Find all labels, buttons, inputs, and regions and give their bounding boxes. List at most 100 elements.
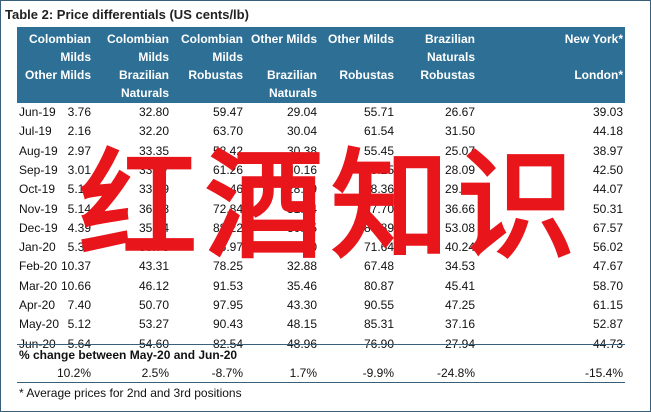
table-cell: 61.54: [363, 124, 394, 139]
table-cell: 35.46: [286, 278, 317, 293]
table-cell: 28.89: [286, 182, 317, 197]
table-cell: 5.33: [67, 240, 91, 255]
table-cell: 3.01: [67, 162, 91, 177]
row-label: Oct-19: [19, 182, 56, 197]
column-header: Colombian Milds Other Milds: [17, 27, 95, 103]
column-header-line: Other Milds: [327, 32, 394, 46]
table-cell: 27.94: [444, 336, 475, 351]
table-cell: 61.15: [592, 298, 623, 312]
table-cell: 61.26: [212, 162, 243, 177]
row-label: Feb-20: [19, 259, 58, 274]
table-cell: 55.71: [363, 105, 394, 119]
table-row: Jun-20 5.64 54.60 82.54 48.96 76.90 27.94 44.73: [17, 335, 625, 354]
table-cell: 50.70: [138, 298, 169, 312]
table-cell: 44.07: [592, 182, 623, 197]
table-cell: 67.57: [592, 220, 623, 235]
table-cell: 48.96: [286, 336, 317, 351]
table-cell: 72.84: [212, 201, 243, 216]
table-cell: 39.03: [592, 105, 623, 119]
table-row: Nov-19 5.14 36.18 72.84 31.04 67.70 36.66 50.31: [17, 200, 625, 219]
pct-change-label: % change between May-20 and Jun-20: [19, 348, 238, 362]
table-cell: 4.39: [67, 220, 91, 235]
table-cell: 76.90: [363, 336, 394, 351]
table-cell: 63.70: [212, 124, 243, 139]
column-header-line: Robustas: [188, 68, 243, 82]
table-cell: 82.54: [212, 336, 243, 351]
column-header-line: Other Milds: [24, 68, 91, 82]
table-cell: 80.87: [363, 278, 394, 293]
table-cell: 58.25: [363, 162, 394, 177]
table-cell: 90.43: [212, 317, 243, 332]
table-cell: 90.55: [363, 298, 394, 312]
pct-change-cell: -8.7%: [211, 366, 243, 380]
table-cell: 30.16: [286, 162, 317, 177]
column-header-line: London*: [574, 68, 623, 82]
table-cell: 5.14: [67, 201, 91, 216]
column-header-line: Naturals: [268, 86, 317, 100]
table-cell: 50.31: [592, 201, 623, 216]
table-cell: 44.73: [592, 336, 623, 351]
table-cell: 52.87: [592, 317, 623, 332]
pct-change-cell: 1.7%: [289, 366, 317, 380]
column-header-line: Colombian: [107, 32, 169, 46]
column-header-line: Brazilian: [266, 68, 317, 82]
table-cell: 46.12: [138, 278, 169, 293]
table-cell: 58.36: [363, 182, 394, 197]
table-cell: 37.16: [444, 317, 475, 332]
table-cell: 45.41: [444, 278, 475, 293]
table-cell: 3.76: [67, 105, 91, 119]
column-header: Other Milds Brazilian Naturals: [247, 27, 321, 103]
table-cell: 5.12: [67, 317, 91, 332]
table-cell: 38.97: [592, 143, 623, 158]
table-row: Jun-19 3.76 32.80 59.47 29.04 55.71 26.67 39.03: [17, 103, 625, 122]
pct-change-cell: 10.2%: [56, 366, 91, 380]
column-header-line: Milds: [60, 50, 91, 64]
table-cell: 35.14: [138, 220, 169, 235]
table-title: Table 2: Price differentials (US cents/l…: [5, 7, 249, 22]
table-cell: 54.60: [138, 336, 169, 351]
table-cell: 43.30: [286, 298, 317, 312]
table-cell: 34.53: [444, 259, 475, 274]
table-cell: 31.50: [444, 124, 475, 139]
table-cell: 58.42: [212, 143, 243, 158]
table-cell: 58.70: [592, 278, 623, 293]
pct-change-cell: -24.8%: [436, 366, 475, 380]
table-cell: 29.04: [286, 105, 317, 119]
table-row: Mar-20 10.66 46.12 91.53 35.46 80.87 45.41 58.7…: [17, 277, 625, 296]
table-cell: 28.09: [444, 162, 475, 177]
column-header: Other Milds Robustas: [321, 27, 398, 103]
table-cell: 40.24: [444, 240, 475, 255]
table-cell: 33.17: [138, 162, 169, 177]
column-header-line: New York*: [564, 32, 623, 46]
row-label: Sep-19: [19, 162, 58, 177]
table-cell: 26.67: [444, 105, 475, 119]
column-header-line: Robustas: [339, 68, 394, 82]
table-cell: 53.08: [444, 220, 475, 235]
table-row: Apr-20 7.40 50.70 97.95 43.30 90.55 47.25 61.15: [17, 296, 625, 315]
column-header: New York* London*: [479, 27, 627, 103]
table-cell: 31.40: [286, 240, 317, 255]
row-label: Jun-19: [19, 105, 56, 119]
divider: [17, 344, 625, 345]
table-row: Sep-19 3.01 33.17 61.26 30.16 58.25 28.09 42.50: [17, 161, 625, 180]
row-label: Mar-20: [19, 278, 58, 293]
table-cell: 78.25: [212, 259, 243, 274]
row-label: Aug-19: [19, 143, 58, 158]
table-cell: 63.46: [212, 182, 243, 197]
column-header-line: Brazilian: [424, 32, 475, 46]
column-header-line: Colombian: [29, 32, 91, 46]
row-label: Nov-19: [19, 201, 58, 216]
table-cell: 2.16: [67, 124, 91, 139]
column-header-line: Naturals: [426, 50, 475, 64]
table-cell: 32.20: [138, 124, 169, 139]
table-cell: 36.18: [138, 201, 169, 216]
table-cell: 56.02: [592, 240, 623, 255]
table-cell: 53.27: [138, 317, 169, 332]
table-cell: 88.22: [212, 220, 243, 235]
table-cell: 32.88: [286, 259, 317, 274]
row-label: Dec-19: [19, 220, 58, 235]
table-cell: 2.97: [67, 143, 91, 158]
table-cell: 33.99: [138, 182, 169, 197]
column-header-line: Robustas: [420, 68, 475, 82]
table-cell: 32.80: [138, 105, 169, 119]
